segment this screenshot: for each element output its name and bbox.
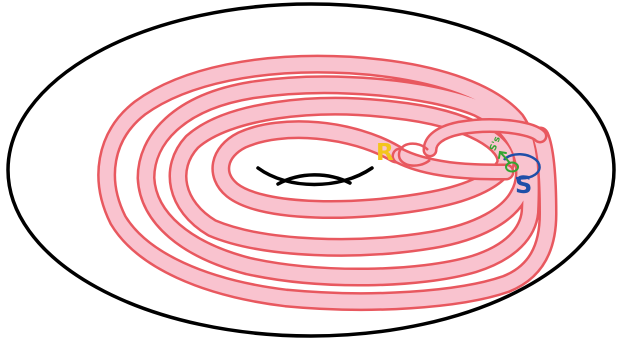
spiral-band [97, 54, 558, 311]
connector-band [391, 118, 548, 181]
label-r: R [376, 140, 394, 166]
torus-hole [256, 166, 374, 187]
loop-s [503, 153, 541, 180]
label-s-prime: S's [489, 135, 503, 152]
label-s: S [515, 171, 532, 199]
spiral-band-fill [99, 57, 555, 309]
s-prime-arrow [498, 150, 511, 164]
loop-r [397, 142, 431, 167]
s-prime-circle [505, 161, 519, 173]
torus-outline [6, 2, 616, 338]
